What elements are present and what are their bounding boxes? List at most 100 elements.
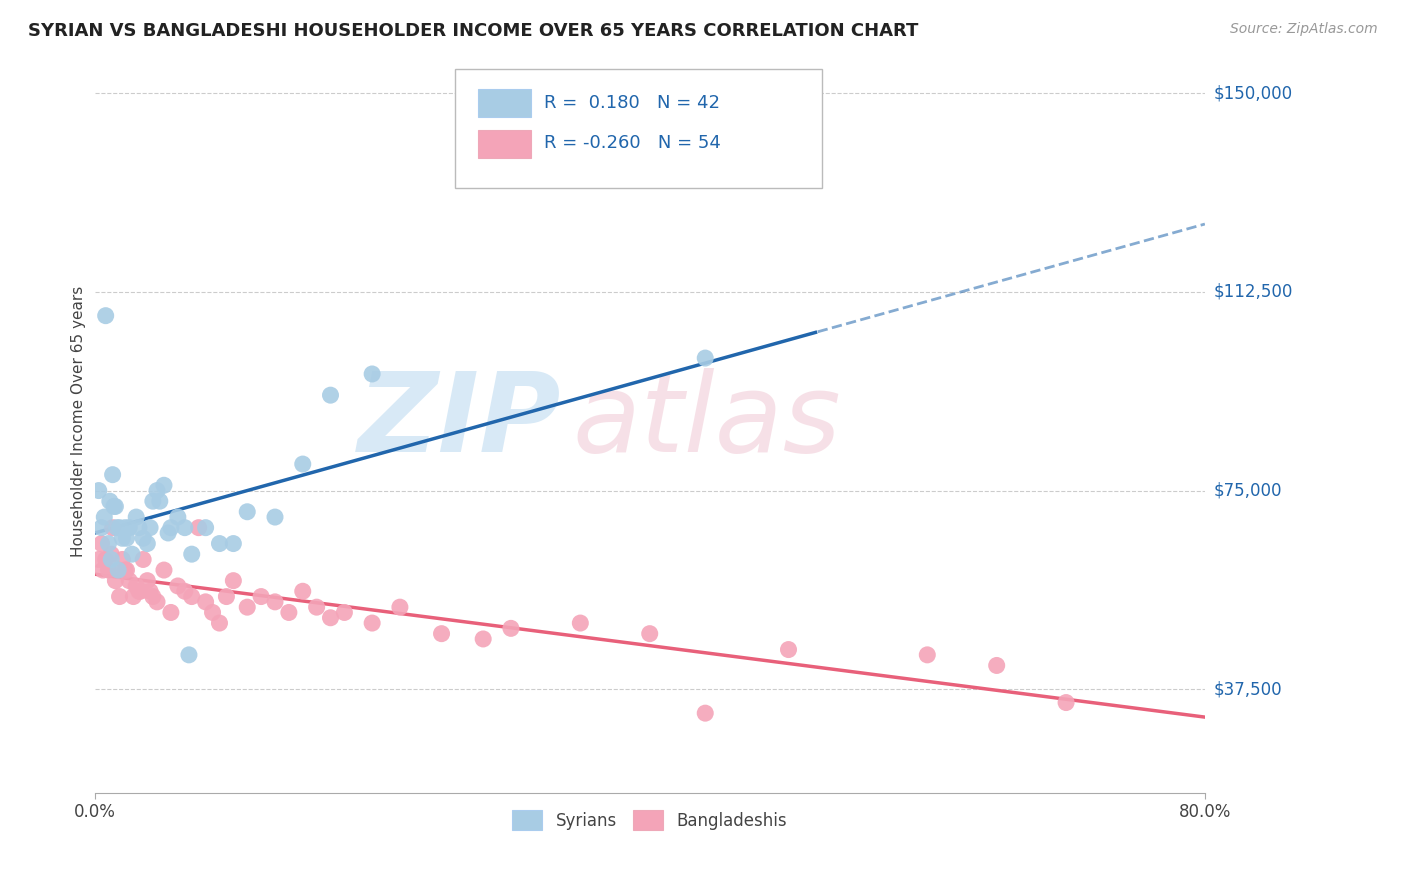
Point — [160, 521, 183, 535]
Point — [153, 478, 176, 492]
Point — [430, 626, 453, 640]
Point — [215, 590, 238, 604]
Point — [142, 590, 165, 604]
Point — [90, 536, 112, 550]
Point — [101, 521, 124, 535]
Point — [333, 606, 356, 620]
Point — [118, 521, 141, 535]
Point — [291, 584, 314, 599]
Point — [104, 574, 127, 588]
Point — [149, 494, 172, 508]
Point — [180, 590, 202, 604]
Point — [105, 521, 128, 535]
FancyBboxPatch shape — [456, 70, 823, 188]
Point — [986, 658, 1008, 673]
Point — [160, 606, 183, 620]
Point — [93, 510, 115, 524]
Point — [187, 521, 209, 535]
Y-axis label: Householder Income Over 65 years: Householder Income Over 65 years — [72, 286, 86, 558]
Point — [250, 590, 273, 604]
Point — [128, 521, 150, 535]
Point — [97, 536, 120, 550]
Text: Source: ZipAtlas.com: Source: ZipAtlas.com — [1230, 22, 1378, 37]
Point — [108, 590, 131, 604]
Point — [91, 563, 114, 577]
Bar — [478, 130, 531, 158]
Text: atlas: atlas — [572, 368, 841, 475]
Text: SYRIAN VS BANGLADESHI HOUSEHOLDER INCOME OVER 65 YEARS CORRELATION CHART: SYRIAN VS BANGLADESHI HOUSEHOLDER INCOME… — [28, 22, 918, 40]
Text: R = -0.260   N = 54: R = -0.260 N = 54 — [544, 135, 721, 153]
Point — [157, 525, 180, 540]
Point — [778, 642, 800, 657]
Point — [142, 494, 165, 508]
Point — [90, 521, 112, 535]
Point — [499, 621, 522, 635]
Point — [472, 632, 495, 646]
Point — [108, 521, 131, 535]
Point — [277, 606, 299, 620]
Point — [111, 552, 134, 566]
Point — [319, 611, 342, 625]
Point — [122, 590, 145, 604]
Point — [129, 584, 152, 599]
Point — [125, 510, 148, 524]
Point — [87, 552, 110, 566]
Point — [208, 615, 231, 630]
Text: $112,500: $112,500 — [1213, 283, 1292, 301]
Point — [132, 552, 155, 566]
Point — [97, 563, 120, 577]
Point — [388, 600, 411, 615]
Point — [305, 600, 328, 615]
Point — [361, 615, 384, 630]
Point — [194, 595, 217, 609]
Point — [128, 584, 150, 599]
Point — [104, 500, 127, 514]
Point — [695, 351, 717, 365]
Point — [98, 494, 121, 508]
Point — [222, 536, 245, 550]
Point — [121, 547, 143, 561]
Point — [208, 536, 231, 550]
Point — [264, 510, 287, 524]
Bar — [478, 89, 531, 118]
Point — [125, 579, 148, 593]
Legend: Syrians, Bangladeshis: Syrians, Bangladeshis — [505, 804, 794, 837]
Point — [173, 521, 195, 535]
Point — [132, 531, 155, 545]
Point — [361, 367, 384, 381]
Point — [101, 467, 124, 482]
Point — [177, 648, 200, 662]
Point — [173, 584, 195, 599]
Point — [115, 531, 138, 545]
Point — [1054, 696, 1077, 710]
Point — [114, 521, 136, 535]
Point — [917, 648, 939, 662]
Text: ZIP: ZIP — [357, 368, 561, 475]
Point — [139, 584, 162, 599]
Point — [166, 510, 188, 524]
Point — [100, 552, 122, 566]
Point — [319, 388, 342, 402]
Point — [114, 563, 136, 577]
Point — [153, 563, 176, 577]
Point — [166, 579, 188, 593]
Point — [94, 309, 117, 323]
Point — [291, 457, 314, 471]
Point — [569, 615, 592, 630]
Point — [87, 483, 110, 498]
Text: $37,500: $37,500 — [1213, 681, 1282, 698]
Point — [118, 574, 141, 588]
Point — [115, 563, 138, 577]
Text: $75,000: $75,000 — [1213, 482, 1282, 500]
Point — [136, 536, 159, 550]
Point — [236, 505, 259, 519]
Text: $150,000: $150,000 — [1213, 84, 1292, 102]
Point — [222, 574, 245, 588]
Point — [194, 521, 217, 535]
Point — [146, 483, 169, 498]
Point — [107, 563, 129, 577]
Point — [94, 552, 117, 566]
Point — [107, 563, 129, 577]
Point — [103, 500, 125, 514]
Point — [201, 606, 224, 620]
